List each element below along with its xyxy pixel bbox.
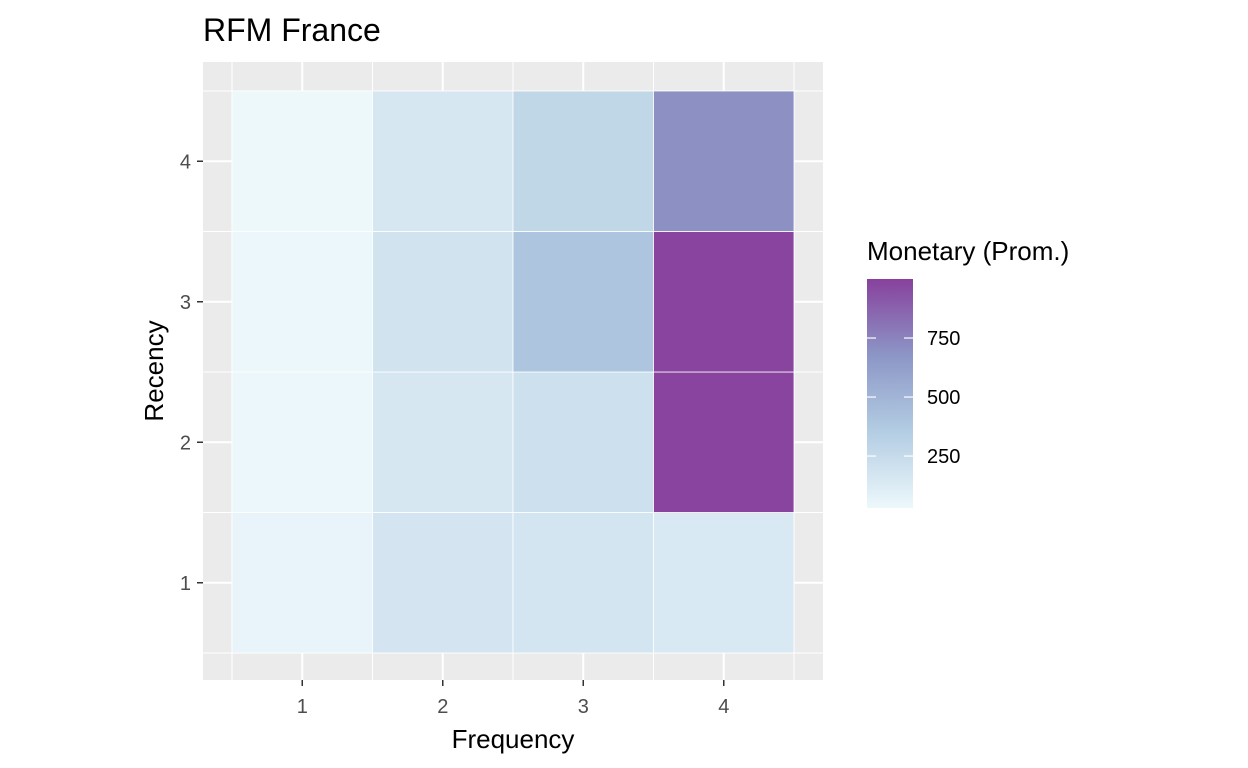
- heatmap-cell-f4-r4: [653, 90, 795, 232]
- heatmap-cell-f1-r1: [231, 512, 373, 654]
- x-axis-title: Frequency: [452, 724, 575, 754]
- heatmap-cell-f3-r2: [512, 371, 654, 513]
- legend-title: Monetary (Prom.): [867, 236, 1069, 266]
- x-tick-label: 1: [297, 696, 308, 718]
- legend-ticks: 250 500 750: [867, 328, 960, 468]
- y-tick-label: 1: [180, 573, 191, 595]
- y-tick-label: 3: [180, 292, 191, 314]
- legend-colorbar: [867, 279, 913, 508]
- heatmap-cell-f3-r1: [512, 512, 654, 654]
- chart-title: RFM France: [203, 12, 381, 48]
- legend-break-label: 250: [927, 446, 960, 468]
- y-axis: 1 2 3 4: [180, 151, 203, 595]
- x-axis: 1 2 3 4: [297, 680, 729, 718]
- heatmap-tiles: [231, 90, 795, 654]
- y-tick-label: 2: [180, 432, 191, 454]
- heatmap-cell-f1-r3: [231, 231, 373, 373]
- heatmap-cell-f2-r3: [372, 231, 514, 373]
- legend-break-label: 500: [927, 387, 960, 409]
- x-tick-label: 3: [578, 696, 589, 718]
- heatmap-cell-f1-r2: [231, 371, 373, 513]
- heatmap-cell-f4-r2: [653, 371, 795, 513]
- heatmap-cell-f2-r4: [372, 90, 514, 232]
- heatmap-cell-f4-r3: [653, 231, 795, 373]
- heatmap-cell-f3-r4: [512, 90, 654, 232]
- heatmap-cell-f3-r3: [512, 231, 654, 373]
- heatmap-cell-f2-r1: [372, 512, 514, 654]
- heatmap-cell-f4-r1: [653, 512, 795, 654]
- x-tick-label: 4: [718, 696, 729, 718]
- y-axis-title: Recency: [139, 320, 169, 421]
- heatmap-cell-f2-r2: [372, 371, 514, 513]
- legend-break-label: 750: [927, 328, 960, 350]
- y-tick-label: 4: [180, 151, 191, 173]
- heatmap-cell-f1-r4: [231, 90, 373, 232]
- legend: Monetary (Prom.) 250 500 750: [867, 236, 1069, 508]
- x-tick-label: 2: [437, 696, 448, 718]
